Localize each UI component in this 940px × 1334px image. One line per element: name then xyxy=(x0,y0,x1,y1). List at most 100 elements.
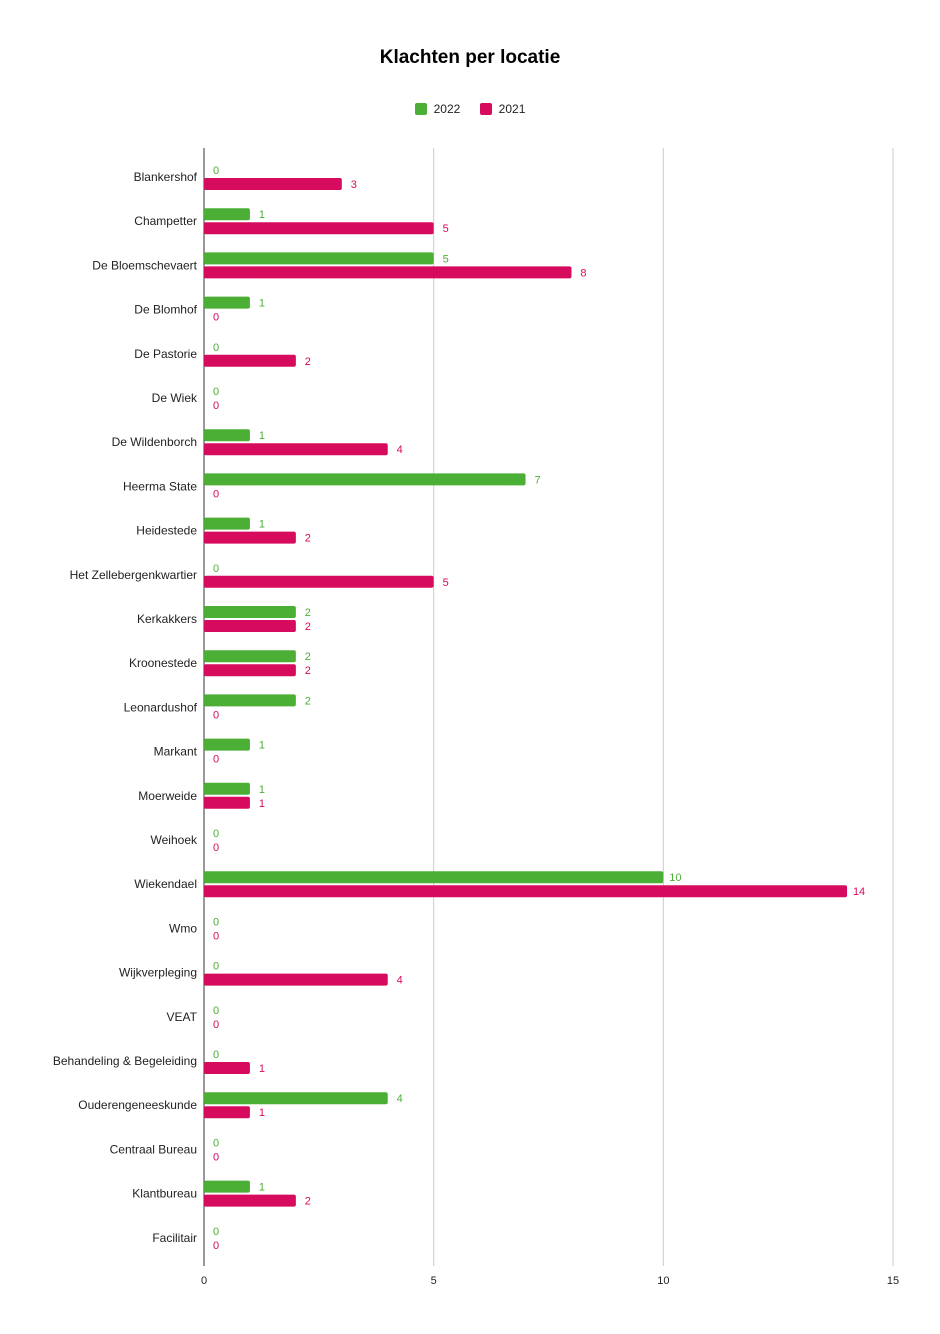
bar-2022 xyxy=(204,1092,388,1105)
data-label-2022: 0 xyxy=(213,1226,219,1238)
data-label-2021: 0 xyxy=(213,312,219,324)
data-label-2021: 1 xyxy=(259,1107,265,1119)
data-label-2021: 2 xyxy=(305,621,311,633)
bar-2022 xyxy=(204,694,296,707)
bar-2022 xyxy=(204,738,250,751)
category-label: Het Zellebergenkwartier xyxy=(70,568,197,582)
bar-2021 xyxy=(204,796,250,809)
bar-2021 xyxy=(204,222,434,235)
category-label: De Bloemschevaert xyxy=(92,258,197,272)
bar-2021 xyxy=(204,354,296,367)
category-label: Wiekendael xyxy=(134,877,197,891)
category-label: Facilitair xyxy=(152,1231,197,1245)
data-label-2022: 2 xyxy=(305,695,311,707)
category-label: VEAT xyxy=(167,1010,198,1024)
data-label-2021: 0 xyxy=(213,1151,219,1163)
data-label-2021: 0 xyxy=(213,930,219,942)
data-label-2022: 2 xyxy=(305,651,311,663)
data-label-2021: 0 xyxy=(213,754,219,766)
category-label: De Wildenborch xyxy=(112,435,197,449)
bar-2022 xyxy=(204,252,434,265)
bar-2022 xyxy=(204,871,664,884)
bar-2021 xyxy=(204,178,342,190)
data-label-2021: 0 xyxy=(213,1240,219,1252)
data-label-2022: 0 xyxy=(213,916,219,928)
data-label-2021: 1 xyxy=(259,1063,265,1075)
category-label: Centraal Bureau xyxy=(110,1142,197,1156)
data-label-2022: 1 xyxy=(259,298,265,310)
x-tick-label: 5 xyxy=(431,1275,437,1287)
category-label: Wmo xyxy=(169,921,197,935)
bar-2022 xyxy=(204,473,526,486)
bar-2021 xyxy=(204,531,296,544)
legend-label-2021: 2021 xyxy=(498,101,526,116)
chart-title: Klachten per locatie xyxy=(379,47,561,68)
data-label-2021: 0 xyxy=(213,400,219,412)
category-label: Klantbureau xyxy=(132,1187,197,1201)
category-label: De Blomhof xyxy=(134,303,197,317)
data-label-2021: 2 xyxy=(305,356,311,368)
data-label-2021: 2 xyxy=(305,1196,311,1208)
bar-2021 xyxy=(204,1194,296,1207)
category-label: De Wiek xyxy=(152,391,198,405)
category-label: Champetter xyxy=(134,214,197,228)
data-label-2021: 1 xyxy=(259,798,265,810)
data-label-2022: 0 xyxy=(213,1049,219,1061)
data-label-2022: 1 xyxy=(259,784,265,796)
data-label-2022: 7 xyxy=(534,474,540,486)
data-label-2022: 10 xyxy=(669,872,681,884)
data-label-2022: 0 xyxy=(213,828,219,840)
data-label-2022: 1 xyxy=(259,519,265,531)
bar-2022 xyxy=(204,1180,250,1193)
bar-2021 xyxy=(204,973,388,986)
data-label-2021: 5 xyxy=(443,577,449,589)
data-label-2022: 0 xyxy=(213,342,219,354)
data-label-2022: 1 xyxy=(259,209,265,221)
category-label: Moerweide xyxy=(138,789,197,803)
bar-2022 xyxy=(204,517,250,530)
bar-2021 xyxy=(204,1106,250,1119)
data-label-2021: 5 xyxy=(443,223,449,235)
data-label-2021: 0 xyxy=(213,1019,219,1031)
legend-item-2022[interactable]: 2022 xyxy=(414,102,460,116)
category-label: Ouderengeneeskunde xyxy=(78,1098,197,1112)
bar-2022 xyxy=(204,650,296,663)
bar-2021 xyxy=(204,620,296,632)
bar-2022 xyxy=(204,782,250,795)
bar-2021 xyxy=(204,1062,250,1074)
data-label-2022: 5 xyxy=(443,253,449,265)
data-label-2021: 2 xyxy=(305,665,311,677)
category-label: Leonardushof xyxy=(124,700,198,714)
x-tick-label: 0 xyxy=(201,1275,207,1287)
data-label-2022: 1 xyxy=(259,430,265,442)
data-label-2022: 1 xyxy=(259,740,265,752)
legend-swatch-2021 xyxy=(479,102,492,115)
legend-item-2021[interactable]: 2021 xyxy=(479,101,526,116)
bar-2021 xyxy=(204,664,296,677)
bar-2022 xyxy=(204,208,250,221)
category-label: Blankershof xyxy=(134,170,198,184)
data-label-2021: 0 xyxy=(213,842,219,854)
category-label: Markant xyxy=(154,745,198,759)
category-label: De Pastorie xyxy=(134,347,197,361)
data-label-2021: 8 xyxy=(580,267,586,279)
category-label: Wijkverpleging xyxy=(119,966,197,980)
legend-swatch-2022 xyxy=(414,102,427,115)
x-tick-label: 10 xyxy=(657,1275,669,1287)
data-label-2021: 0 xyxy=(213,488,219,500)
data-label-2022: 1 xyxy=(259,1182,265,1194)
data-label-2022: 0 xyxy=(213,1137,219,1149)
bar-2022 xyxy=(204,606,296,618)
data-label-2022: 0 xyxy=(213,165,219,177)
category-label: Heerma State xyxy=(123,479,197,493)
data-label-2021: 4 xyxy=(397,975,403,987)
bar-2021 xyxy=(204,443,388,456)
data-label-2022: 0 xyxy=(213,961,219,973)
bar-2021 xyxy=(204,266,572,279)
data-label-2021: 3 xyxy=(351,179,357,191)
data-label-2022: 0 xyxy=(213,386,219,398)
data-label-2022: 0 xyxy=(213,563,219,575)
legend: 2022 2021 xyxy=(0,101,940,116)
data-label-2021: 4 xyxy=(397,444,403,456)
